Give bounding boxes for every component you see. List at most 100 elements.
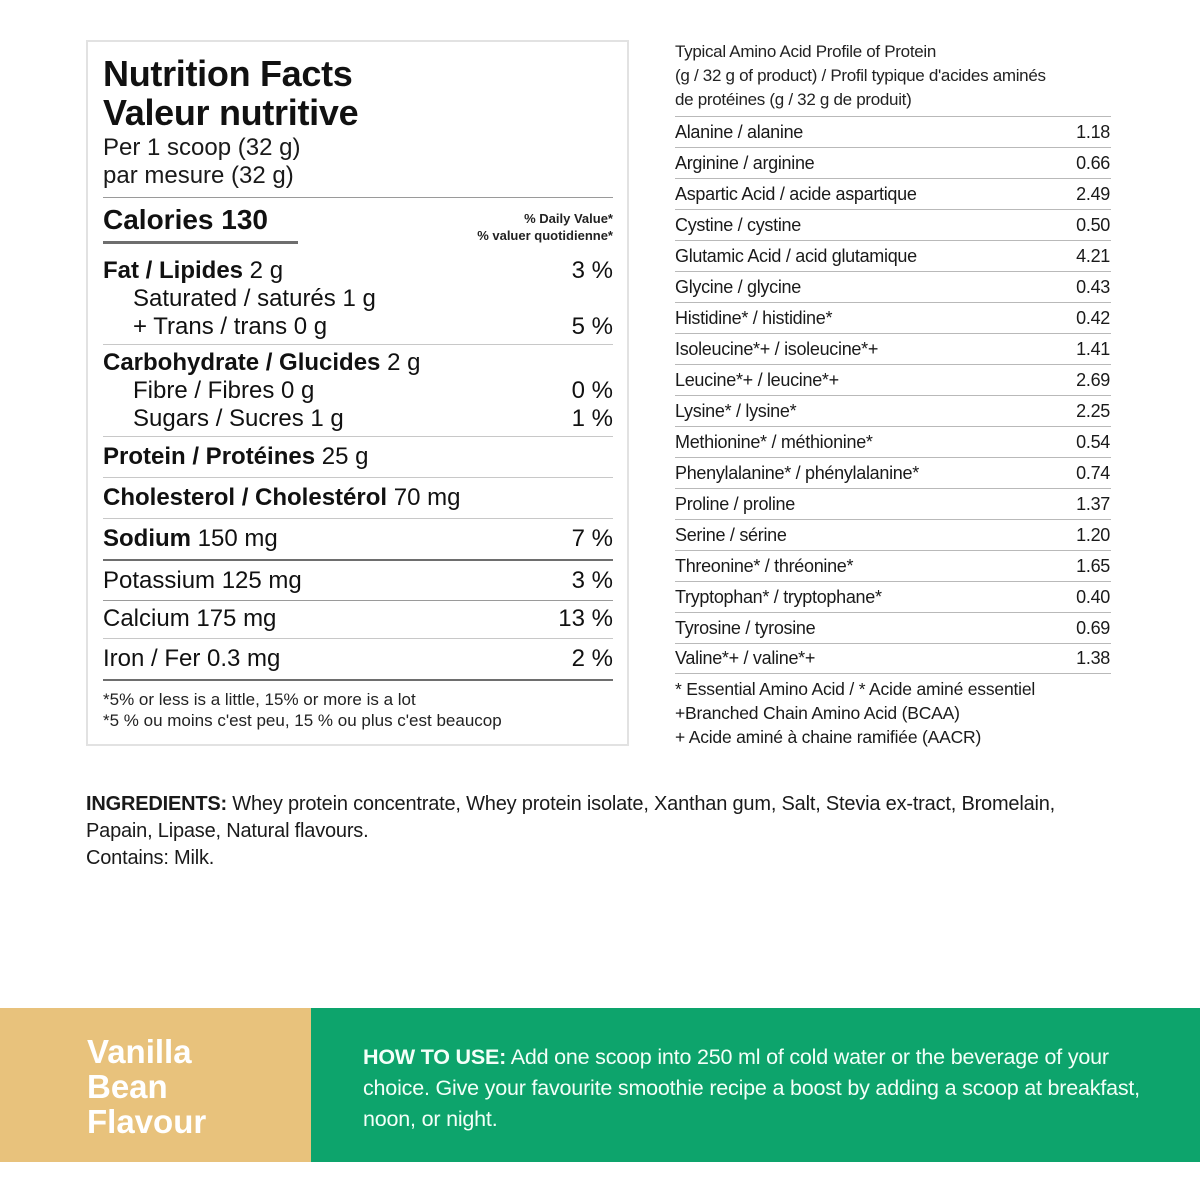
amino-name: Isoleucine*+ / isoleucine*+: [675, 338, 879, 359]
potassium-dv: 3 %: [571, 567, 613, 594]
amino-row: Threonine* / thréonine* 1.65: [675, 550, 1111, 581]
divider: [103, 344, 613, 345]
fat-amount: 2 g: [243, 257, 284, 284]
amino-value: 0.40: [1076, 586, 1110, 607]
carbohydrate-row: Carbohydrate / Glucides 2 g: [103, 349, 613, 377]
fat-row: Fat / Lipides 2 g 3 %: [103, 257, 613, 285]
potassium-row: Potassium 125 mg 3 %: [103, 567, 613, 595]
amino-name: Glutamic Acid / acid glutamique: [675, 245, 917, 266]
daily-value-header-en: % Daily Value*: [524, 211, 613, 226]
amino-value: 1.20: [1076, 524, 1110, 545]
cholesterol-row: Cholesterol / Cholestérol 70 mg: [103, 484, 613, 512]
amino-heading-line-1: Typical Amino Acid Profile of Protein: [675, 42, 937, 61]
serving-size-en: Per 1 scoop (32 g): [103, 134, 301, 161]
iron-row: Iron / Fer 0.3 mg 2 %: [103, 645, 613, 673]
amino-row: Isoleucine*+ / isoleucine*+ 1.41: [675, 333, 1111, 364]
cholesterol-amount: 70 mg: [387, 484, 461, 511]
potassium-block: Potassium 125 mg 3 %: [103, 561, 613, 600]
amino-name: Tyrosine / tyrosine: [675, 617, 816, 638]
sugars-label: Sugars / Sucres 1 g: [133, 405, 344, 432]
carbohydrate-amount: 2 g: [380, 349, 421, 376]
amino-footnote-bcaa: +Branched Chain Amino Acid (BCAA): [675, 703, 960, 723]
sugars-row: Sugars / Sucres 1 g 1 %: [103, 405, 613, 433]
daily-value-footnote: *5% or less is a little, 15% or more is …: [103, 689, 613, 731]
potassium-label: Potassium 125 mg: [103, 567, 302, 594]
amino-value: 0.54: [1076, 431, 1110, 452]
ingredients-label: INGREDIENTS:: [86, 793, 227, 815]
trans-label: + Trans / trans 0 g: [133, 313, 328, 340]
amino-row: Phenylalanine* / phénylalanine* 0.74: [675, 457, 1111, 488]
divider: [103, 600, 613, 601]
protein-label: Protein / Protéines: [103, 443, 316, 470]
cholesterol-block: Cholesterol / Cholestérol 70 mg: [103, 478, 613, 518]
footnote-en: *5% or less is a little, 15% or more is …: [103, 690, 416, 709]
amino-name: Proline / proline: [675, 493, 795, 514]
serving-size-fr: par mesure (32 g): [103, 162, 294, 189]
divider: [103, 477, 613, 478]
fat-block: Fat / Lipides 2 g 3 % Saturated / saturé…: [103, 253, 613, 344]
iron-dv: 2 %: [571, 645, 613, 672]
daily-value-header-fr: % valuer quotidienne*: [477, 228, 613, 243]
allergen-statement: Contains: Milk.: [86, 847, 215, 869]
amino-name: Serine / sérine: [675, 524, 787, 545]
carbohydrate-label: Carbohydrate / Glucides: [103, 349, 381, 376]
sugars-dv: 1 %: [571, 405, 613, 432]
carbohydrate-block: Carbohydrate / Glucides 2 g Fibre / Fibr…: [103, 345, 613, 436]
amino-name: Tryptophan* / tryptophane*: [675, 586, 882, 607]
amino-value: 0.66: [1076, 152, 1110, 173]
amino-row: Arginine / arginine 0.66: [675, 147, 1111, 178]
amino-row: Lysine* / lysine* 2.25: [675, 395, 1111, 426]
calories-underline: [103, 241, 298, 244]
amino-heading-line-2: (g / 32 g of product) / Profil typique d…: [675, 66, 1046, 85]
amino-name: Cystine / cystine: [675, 214, 801, 235]
flavour-line-2: Bean: [87, 1068, 168, 1105]
amino-footnotes: * Essential Amino Acid / * Acide aminé e…: [675, 677, 1111, 749]
amino-value: 1.37: [1076, 493, 1110, 514]
amino-value: 0.50: [1076, 214, 1110, 235]
divider: [103, 638, 613, 639]
calories-row: Calories 130 % Daily Value* % valuer quo…: [103, 204, 613, 246]
trans-row: + Trans / trans 0 g 5 %: [103, 313, 613, 341]
calcium-dv: 13 %: [558, 605, 613, 632]
daily-value-header: % Daily Value* % valuer quotidienne*: [477, 210, 613, 244]
bottom-band: Vanilla Bean Flavour HOW TO USE: Add one…: [0, 1008, 1200, 1162]
amino-value: 2.49: [1076, 183, 1110, 204]
calcium-label: Calcium 175 mg: [103, 605, 277, 632]
amino-value: 1.41: [1076, 338, 1110, 359]
amino-value: 0.69: [1076, 617, 1110, 638]
thick-divider: [103, 679, 613, 681]
fat-label: Fat / Lipides: [103, 257, 244, 284]
valeur-nutritive-title: Valeur nutritive: [103, 92, 359, 133]
cholesterol-label: Cholesterol / Cholestérol: [103, 484, 388, 511]
amino-row: Tyrosine / tyrosine 0.69: [675, 612, 1111, 643]
amino-row: Aspartic Acid / acide aspartique 2.49: [675, 178, 1111, 209]
amino-name: Aspartic Acid / acide aspartique: [675, 183, 917, 204]
protein-row: Protein / Protéines 25 g: [103, 443, 613, 471]
iron-block: Iron / Fer 0.3 mg 2 %: [103, 639, 613, 679]
amino-value: 2.25: [1076, 400, 1110, 421]
how-to-use-label: HOW TO USE:: [363, 1045, 507, 1069]
amino-row: Proline / proline 1.37: [675, 488, 1111, 519]
sodium-label: Sodium: [103, 525, 191, 552]
amino-name: Glycine / glycine: [675, 276, 801, 297]
amino-footnote-aacr: + Acide aminé à chaine ramifiée (AACR): [675, 727, 982, 747]
amino-name: Histidine* / histidine*: [675, 307, 833, 328]
divider: [103, 197, 613, 198]
saturated-label: Saturated / saturés 1 g: [133, 285, 376, 312]
amino-name: Alanine / alanine: [675, 121, 804, 142]
amino-row: Valine*+ / valine*+ 1.38: [675, 643, 1111, 674]
sodium-amount: 150 mg: [191, 525, 278, 552]
calories-label: Calories 130: [103, 204, 268, 235]
sat-trans-dv: 5 %: [571, 313, 613, 340]
fibre-dv: 0 %: [571, 377, 613, 404]
flavour-panel: Vanilla Bean Flavour: [0, 1008, 311, 1162]
amino-value: 2.69: [1076, 369, 1110, 390]
amino-value: 4.21: [1076, 245, 1110, 266]
fat-dv: 3 %: [571, 257, 613, 284]
how-to-use-text: Add one scoop into 250 ml of cold water …: [363, 1045, 1140, 1131]
calcium-block: Calcium 175 mg 13 %: [103, 601, 613, 638]
amino-row: Glutamic Acid / acid glutamique 4.21: [675, 240, 1111, 271]
amino-value: 1.65: [1076, 555, 1110, 576]
protein-amount: 25 g: [315, 443, 369, 470]
amino-heading-line-3: de protéines (g / 32 g de produit): [675, 90, 912, 109]
